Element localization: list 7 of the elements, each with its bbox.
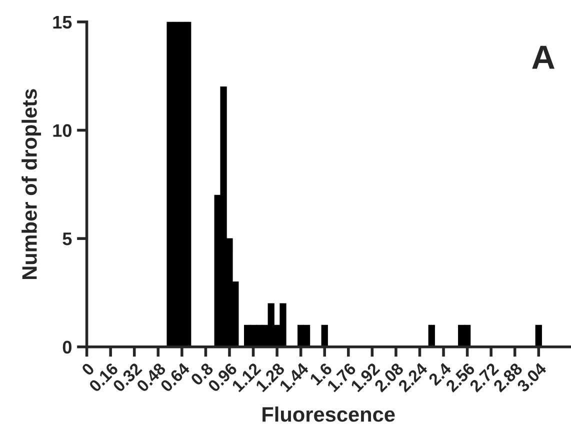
annotation: A [532, 46, 554, 69]
y-tick-label: 15 [53, 16, 72, 29]
y-tick-label: 0 [62, 340, 72, 354]
x-axis-title: Fluorescence [262, 406, 395, 422]
y-tick-label: 5 [62, 232, 72, 246]
y-tick-label: 10 [53, 124, 72, 137]
y-axis-title: Number of droplets [22, 89, 42, 280]
